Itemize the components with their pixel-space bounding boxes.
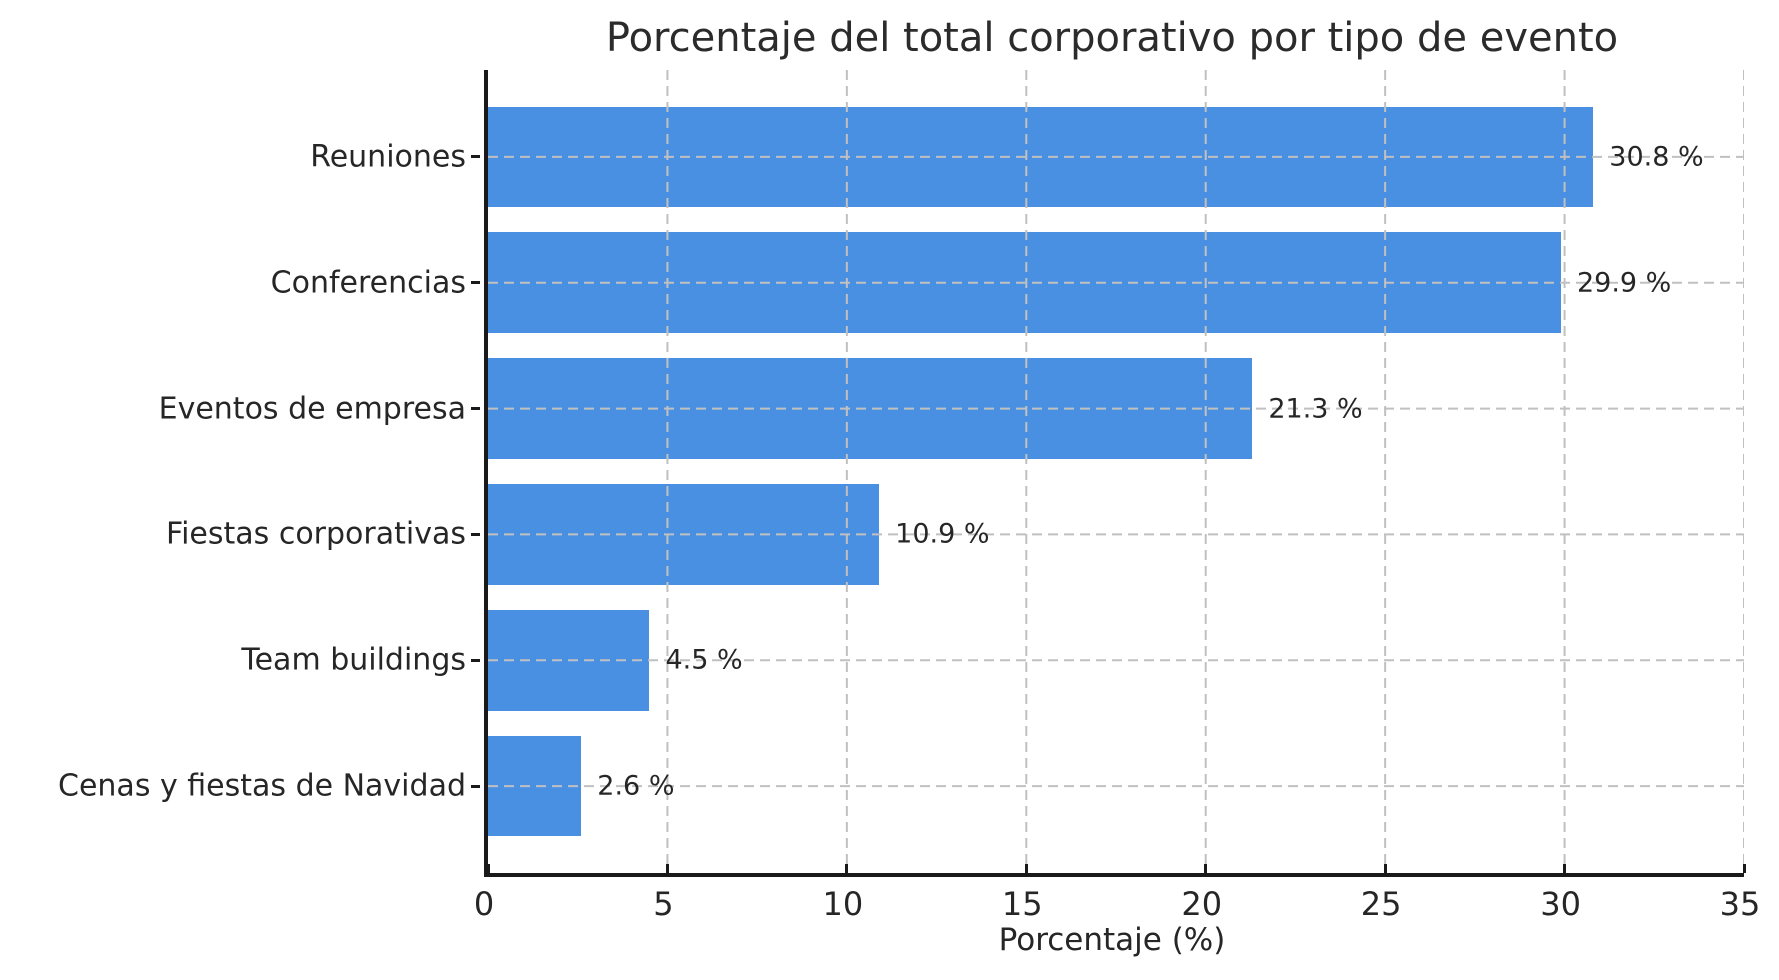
x-tick-25 [1383,864,1387,873]
x-tick-label-5: 5 [653,885,674,923]
bar-cenas-y-fiestas-de-navidad [488,735,582,837]
bar-fiestas-corporativas [488,484,880,585]
x-tick-label-30: 30 [1540,885,1581,923]
x-tick-5 [665,864,669,873]
bar-team-buildings [488,609,650,711]
y-tick-cenas-y-fiestas-de-navidad [471,784,480,788]
x-tick-label-0: 0 [473,885,495,923]
x-tick-label-10: 10 [822,885,864,923]
value-label-reuniones: 30.8 % [1609,141,1704,173]
bar-conferencias [488,232,1561,334]
category-label-team-buildings: Team buildings [241,642,466,678]
x-tick-20 [1204,864,1208,873]
x-tick-35 [1742,864,1746,873]
value-label-team-buildings: 4.5 % [665,644,743,676]
y-tick-reuniones [471,155,480,159]
x-tick-label-25: 25 [1360,885,1402,923]
x-tick-15 [1024,864,1028,873]
plot-area: 30.8 % 29.9 % 21.3 % 10.9 % 4.5 % 2.6 % [484,70,1746,877]
value-label-cenas-y-fiestas-de-navidad: 2.6 % [597,770,675,802]
x-tick-label-15: 15 [1001,885,1043,923]
y-tick-team-buildings [471,658,480,662]
y-tick-fiestas-corporativas [471,532,480,536]
category-label-reuniones: Reuniones [310,139,466,175]
bar-eventos-de-empresa [488,358,1253,459]
x-axis-label: Porcentaje (%) [998,922,1226,958]
value-label-eventos-de-empresa: 21.3 % [1268,393,1363,425]
x-tick-30 [1563,864,1567,873]
value-label-conferencias: 29.9 % [1576,267,1672,299]
y-tick-eventos-de-empresa [471,407,480,411]
x-tick-0 [486,864,490,873]
y-tick-conferencias [471,281,480,285]
category-label-eventos-de-empresa: Eventos de empresa [158,391,466,427]
x-tick-label-35: 35 [1719,885,1761,923]
category-label-conferencias: Conferencias [270,265,466,301]
bar-reuniones [488,106,1594,208]
category-label-cenas-y-fiestas-de-navidad: Cenas y fiestas de Navidad [58,768,466,804]
x-tick-label-20: 20 [1181,885,1223,923]
chart-title: Porcentaje del total corporativo por tip… [605,15,1619,61]
category-label-fiestas-corporativas: Fiestas corporativas [166,516,466,552]
value-label-fiestas-corporativas: 10.9 % [895,518,990,550]
x-tick-10 [845,864,849,873]
